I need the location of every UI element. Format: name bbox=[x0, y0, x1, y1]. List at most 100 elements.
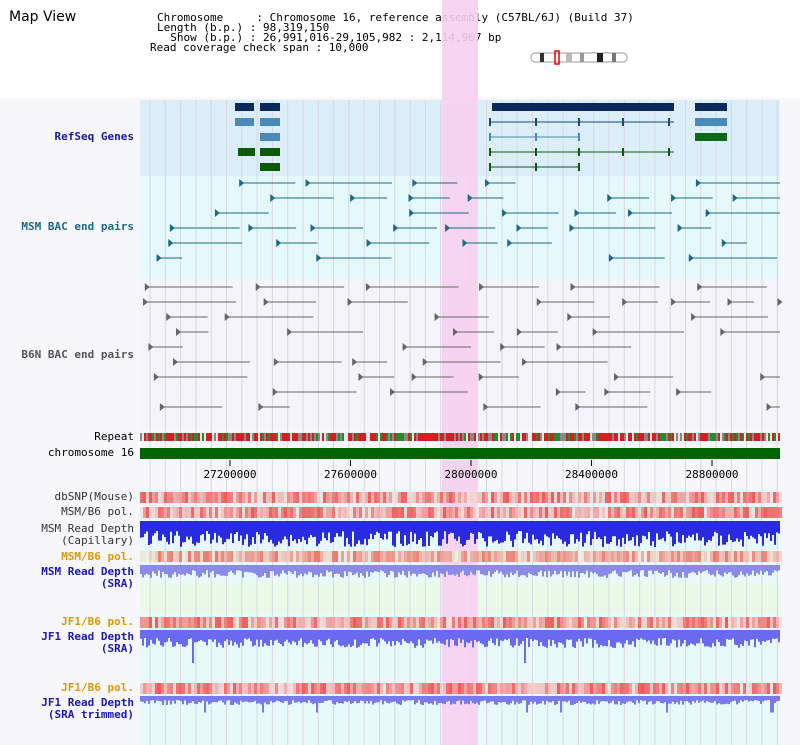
dbsnp-cell bbox=[164, 492, 167, 503]
msm-depth-capillary-bar bbox=[514, 521, 516, 540]
msm-depth-capillary-bar bbox=[360, 521, 362, 545]
msm-depth-sra-bar bbox=[224, 565, 226, 576]
repeat-segment bbox=[456, 433, 458, 441]
repeat-segment bbox=[310, 433, 312, 441]
jf1-depth-trimmed-bar bbox=[668, 696, 670, 704]
jf1-depth-sra-bar bbox=[168, 630, 170, 639]
jf1-depth-trimmed-bar bbox=[630, 696, 632, 702]
dbsnp-cell bbox=[461, 492, 464, 503]
dbsnp-cell bbox=[449, 492, 452, 503]
msm-b6-pol-cell bbox=[554, 551, 557, 562]
dbsnp-cell bbox=[326, 492, 329, 503]
jf1-b6-pol-cell bbox=[473, 617, 476, 628]
jf1-depth-trimmed-bar bbox=[724, 696, 726, 705]
msm-depth-sra-bar bbox=[538, 565, 540, 573]
jf1-b6-pol-cell bbox=[773, 617, 776, 628]
jf1-b6-pol-cell bbox=[362, 683, 365, 694]
msm-b6-pol-cell bbox=[380, 507, 383, 518]
dbsnp-cell bbox=[710, 492, 713, 503]
msm-b6-pol-cell bbox=[506, 551, 509, 562]
jf1-depth-trimmed-bar bbox=[492, 696, 494, 702]
jf1-depth-sra-bar bbox=[232, 630, 234, 646]
msm-depth-sra-bar bbox=[764, 565, 766, 573]
repeat-segment bbox=[446, 433, 448, 441]
jf1-b6-pol-cell bbox=[269, 617, 272, 628]
dbsnp-cell bbox=[149, 492, 152, 503]
msm-depth-sra-bar bbox=[140, 565, 142, 574]
msm-depth-capillary-bar bbox=[172, 521, 174, 544]
dbsnp-cell bbox=[269, 492, 272, 503]
dbsnp-cell bbox=[578, 492, 581, 503]
msm-b6-pol-cell bbox=[524, 551, 527, 562]
jf1-b6-pol-cell bbox=[206, 617, 209, 628]
msm-depth-sra-bar bbox=[230, 565, 232, 571]
jf1-depth-sra-bar bbox=[532, 630, 534, 642]
jf1-depth-trimmed-bar bbox=[298, 696, 300, 702]
msm-b6-pol-cell bbox=[404, 551, 407, 562]
msm-bac-pair-end bbox=[156, 254, 162, 262]
msm-depth-sra-bar bbox=[414, 565, 416, 574]
jf1-depth-trimmed-bar bbox=[602, 696, 604, 702]
jf1-b6-pol-cell bbox=[686, 617, 689, 628]
dbsnp-cell bbox=[677, 492, 680, 503]
msm-depth-sra-bar bbox=[662, 565, 664, 573]
msm-depth-sra-bar bbox=[350, 565, 352, 573]
jf1-depth-trimmed-bar bbox=[556, 696, 558, 705]
msm-depth-sra-bar bbox=[266, 565, 268, 578]
msm-depth-capillary-bar bbox=[328, 521, 330, 533]
gene-exon bbox=[535, 163, 537, 171]
msm-depth-sra-bar bbox=[752, 565, 754, 571]
dbsnp-cell bbox=[668, 492, 671, 503]
msm-b6-pol-cell bbox=[350, 507, 353, 518]
msm-b6-pol-cell bbox=[143, 551, 146, 562]
jf1-depth-sra-bar bbox=[536, 630, 538, 641]
jf1-b6-pol-cell bbox=[485, 683, 488, 694]
jf1-depth-sra-bar bbox=[362, 630, 364, 644]
msm-b6-pol-cell bbox=[761, 551, 764, 562]
msm-b6-pol-cell bbox=[212, 507, 215, 518]
msm-depth-sra-bar bbox=[190, 565, 192, 576]
jf1-depth-sra-bar bbox=[210, 630, 212, 640]
dbsnp-cell bbox=[389, 492, 392, 503]
repeat-segment bbox=[760, 433, 762, 441]
msm-depth-capillary-bar bbox=[738, 521, 740, 542]
dbsnp-cell bbox=[323, 492, 326, 503]
jf1-depth-trimmed-bar bbox=[616, 696, 618, 705]
jf1-b6-pol-cell bbox=[650, 617, 653, 628]
jf1-depth-trimmed-bar bbox=[400, 696, 402, 705]
jf1-depth-trimmed-bar bbox=[456, 696, 458, 702]
dbsnp-cell bbox=[554, 492, 557, 503]
jf1-depth-trimmed-bar bbox=[618, 696, 620, 702]
repeat-segment bbox=[742, 433, 744, 441]
msm-depth-capillary-bar bbox=[606, 521, 608, 544]
msm-b6-pol-cell bbox=[368, 507, 371, 518]
jf1-b6-pol-cell bbox=[743, 683, 746, 694]
msm-b6-pol-cell bbox=[575, 551, 578, 562]
msm-depth-capillary-bar bbox=[448, 521, 450, 535]
msm-depth-sra-bar bbox=[540, 565, 542, 571]
msm-depth-capillary-bar bbox=[236, 521, 238, 533]
msm-b6-pol-cell bbox=[464, 507, 467, 518]
repeat-segment bbox=[362, 433, 364, 441]
msm-b6-pol-cell bbox=[389, 507, 392, 518]
dbsnp-cell bbox=[161, 492, 164, 503]
jf1-depth-sra-bar bbox=[250, 630, 252, 642]
msm-depth-sra-bar bbox=[416, 565, 418, 577]
jf1-depth-sra-bar bbox=[416, 630, 418, 646]
repeat-segment bbox=[372, 433, 374, 441]
msm-depth-capillary-bar bbox=[756, 521, 758, 544]
msm-bac-pair-end bbox=[732, 194, 738, 202]
msm-depth-sra-bar bbox=[522, 565, 524, 575]
jf1-b6-pol-cell bbox=[155, 617, 158, 628]
jf1-depth-trimmed-bar bbox=[242, 696, 244, 703]
repeat-segment bbox=[318, 433, 320, 441]
msm-depth-capillary-bar bbox=[644, 521, 646, 537]
jf1-b6-pol-cell bbox=[314, 683, 317, 694]
jf1-depth-trimmed-bar bbox=[706, 696, 708, 702]
jf1-b6-pol-cell bbox=[482, 683, 485, 694]
jf1-depth-trimmed-bar bbox=[312, 696, 314, 705]
msm-depth-capillary-bar bbox=[422, 521, 424, 547]
jf1-depth-sra-bar bbox=[726, 630, 728, 639]
msm-b6-pol-cell bbox=[359, 507, 362, 518]
